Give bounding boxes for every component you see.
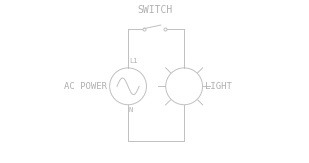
Text: AC POWER: AC POWER — [64, 82, 107, 91]
Text: L1: L1 — [129, 58, 138, 64]
Text: SWITCH: SWITCH — [137, 5, 172, 15]
Text: N: N — [129, 107, 133, 113]
Text: LIGHT: LIGHT — [205, 82, 232, 91]
